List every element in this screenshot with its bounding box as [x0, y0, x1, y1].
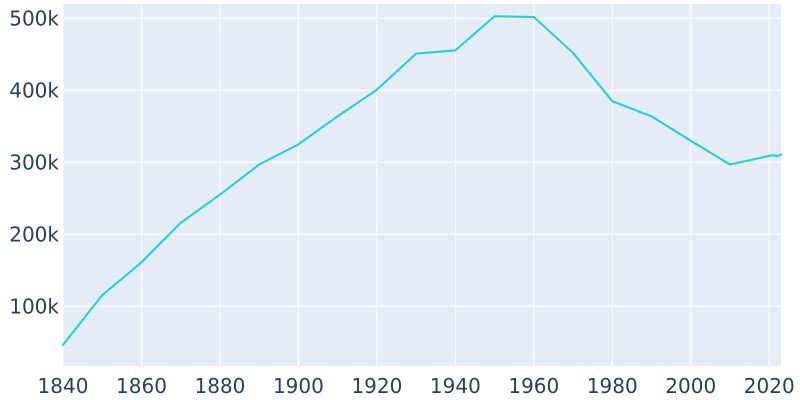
x-tick-label: 1900 — [273, 374, 324, 398]
grid — [62, 4, 781, 366]
plot-background — [63, 4, 781, 366]
y-tick-label: 500k — [9, 6, 59, 30]
y-axis-ticks: 100k 200k 300k 400k 500k — [9, 6, 59, 318]
x-tick-label: 1880 — [194, 374, 245, 398]
x-tick-label: 1920 — [351, 374, 402, 398]
x-tick-label: 1960 — [508, 374, 559, 398]
x-tick-label: 1840 — [38, 374, 89, 398]
y-tick-label: 400k — [9, 78, 59, 102]
x-tick-label: 1940 — [430, 374, 481, 398]
x-tick-label: 2020 — [744, 374, 795, 398]
x-tick-label: 2000 — [665, 374, 716, 398]
x-tick-label: 1980 — [587, 374, 638, 398]
y-tick-label: 200k — [9, 222, 59, 246]
x-axis-ticks: 1840 1860 1880 1900 1920 1940 1960 1980 2000 2020 — [38, 374, 795, 398]
x-tick-label: 1860 — [116, 374, 167, 398]
population-line — [62, 15, 782, 346]
y-tick-label: 300k — [9, 150, 59, 174]
y-tick-label: 100k — [9, 294, 59, 318]
series-layer — [62, 15, 782, 346]
